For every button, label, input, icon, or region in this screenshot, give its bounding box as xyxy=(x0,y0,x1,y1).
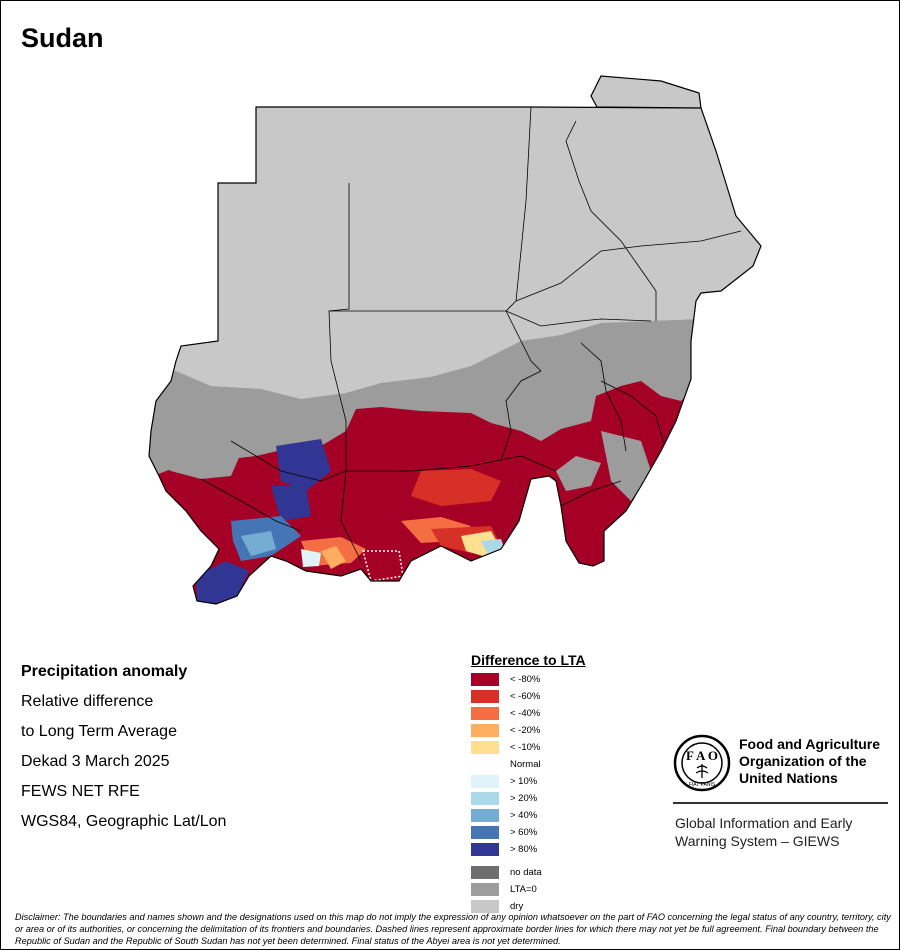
legend-extra-swatch xyxy=(471,883,499,896)
legend-swatch xyxy=(471,707,499,720)
info-line-1: Relative difference xyxy=(21,693,154,710)
legend-item: > 40% xyxy=(471,808,671,825)
legend-extra-label: LTA=0 xyxy=(510,884,537,895)
legend-swatch xyxy=(471,809,499,822)
legend-item: < -60% xyxy=(471,689,671,706)
legend-item: > 20% xyxy=(471,791,671,808)
disclaimer: Disclaimer: The boundaries and names sho… xyxy=(15,912,891,946)
legend-label: > 60% xyxy=(510,827,538,838)
legend-label: > 80% xyxy=(510,844,538,855)
legend-item: > 10% xyxy=(471,774,671,791)
map-info: Precipitation anomaly Relative differenc… xyxy=(21,657,226,837)
legend-extra-swatch xyxy=(471,866,499,879)
legend-items: < -80% < -60% < -40% < -20% < -10% Normal > 10… xyxy=(471,672,671,859)
fao-logo-icon: F A O FIAT PANIS xyxy=(673,734,731,792)
legend-swatch xyxy=(471,690,499,703)
fao-name-line-3: United Nations xyxy=(739,770,838,786)
legend-label: < -40% xyxy=(510,708,541,719)
legend-item: < -10% xyxy=(471,740,671,757)
giews-line-1: Global Information and Early xyxy=(675,815,853,831)
legend-extra: no data LTA=0 dry xyxy=(471,865,671,916)
fao-logo-motto: FIAT PANIS xyxy=(689,782,716,788)
legend-item: < -20% xyxy=(471,723,671,740)
legend-label: > 10% xyxy=(510,776,538,787)
legend-label: < -10% xyxy=(510,742,541,753)
legend-swatch xyxy=(471,843,499,856)
fao-name-line-2: Organization of the xyxy=(739,753,867,769)
legend-title: Difference to LTA xyxy=(471,652,586,668)
fao-name-line-1: Food and Agriculture xyxy=(739,736,881,752)
legend-swatch xyxy=(471,826,499,839)
legend-swatch xyxy=(471,741,499,754)
legend-label: > 20% xyxy=(510,793,538,804)
sudan-map xyxy=(148,75,762,605)
legend-extra-label: dry xyxy=(510,901,524,912)
legend-extra-item: no data xyxy=(471,865,671,882)
legend-label: > 40% xyxy=(510,810,538,821)
legend: Difference to LTA < -80% < -60% < -40% < -2… xyxy=(471,652,671,916)
giews-name: Global Information and Early Warning Sys… xyxy=(675,814,852,850)
legend-item: > 80% xyxy=(471,842,671,859)
legend-extra-label: no data xyxy=(510,867,542,878)
legend-swatch xyxy=(471,758,499,771)
svg-text:F A O: F A O xyxy=(686,748,718,763)
legend-label: < -20% xyxy=(510,725,541,736)
legend-item: < -80% xyxy=(471,672,671,689)
legend-swatch xyxy=(471,724,499,737)
legend-label: < -60% xyxy=(510,691,541,702)
legend-swatch xyxy=(471,673,499,686)
fao-block: F A O FIAT PANIS Food and Agriculture Or… xyxy=(673,734,889,854)
legend-label: Normal xyxy=(510,759,541,770)
legend-swatch xyxy=(471,792,499,805)
info-line-5: WGS84, Geographic Lat/Lon xyxy=(21,813,227,830)
legend-extra-item: dry xyxy=(471,899,671,916)
map-title: Sudan xyxy=(21,23,104,53)
legend-swatch xyxy=(471,775,499,788)
legend-item: Normal xyxy=(471,757,671,774)
giews-line-2: Warning System – GIEWS xyxy=(675,833,840,849)
legend-extra-item: LTA=0 xyxy=(471,882,671,899)
legend-extra-swatch xyxy=(471,900,499,913)
legend-item: < -40% xyxy=(471,706,671,723)
fao-name: Food and Agriculture Organization of the… xyxy=(739,736,880,787)
legend-label: < -80% xyxy=(510,674,541,685)
info-heading: Precipitation anomaly xyxy=(21,663,188,680)
info-line-4: FEWS NET RFE xyxy=(21,783,140,800)
info-line-2: to Long Term Average xyxy=(21,723,177,740)
legend-item: > 60% xyxy=(471,825,671,842)
fao-divider xyxy=(673,802,888,804)
info-line-3: Dekad 3 March 2025 xyxy=(21,753,170,770)
